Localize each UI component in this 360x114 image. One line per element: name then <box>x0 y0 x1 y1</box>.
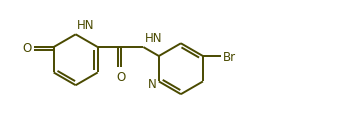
Text: HN: HN <box>145 31 162 44</box>
Text: Br: Br <box>222 50 235 63</box>
Text: N: N <box>148 77 156 90</box>
Text: O: O <box>23 41 32 54</box>
Text: O: O <box>116 70 125 83</box>
Text: HN: HN <box>77 19 95 32</box>
